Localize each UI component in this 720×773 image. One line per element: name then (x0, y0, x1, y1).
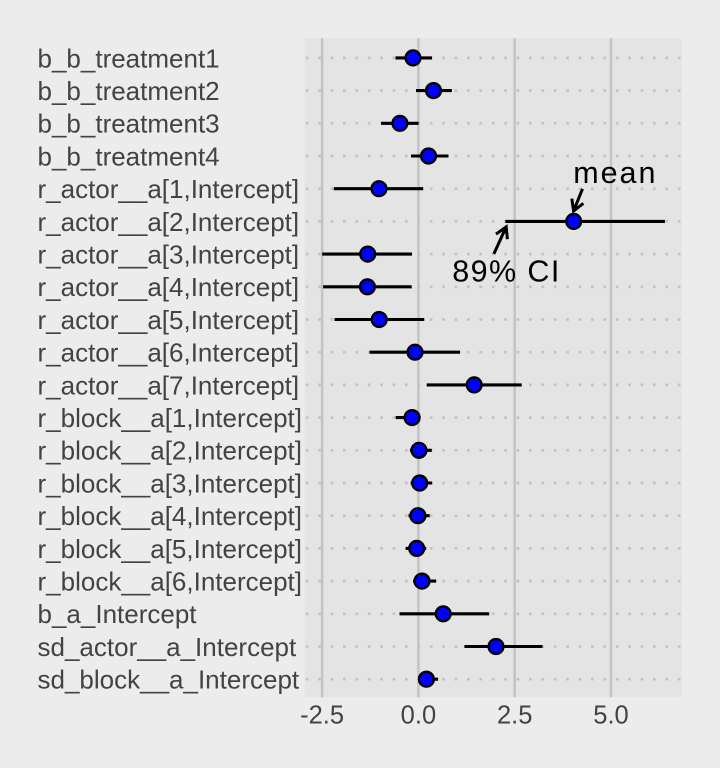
svg-text:b_b_treatment1: b_b_treatment1 (38, 43, 220, 73)
svg-text:r_block__a[5,Intercept]: r_block__a[5,Intercept] (38, 534, 303, 564)
svg-text:r_actor__a[7,Intercept]: r_actor__a[7,Intercept] (38, 370, 300, 400)
svg-text:r_actor__a[4,Intercept]: r_actor__a[4,Intercept] (38, 272, 300, 302)
svg-text:b_b_treatment2: b_b_treatment2 (38, 76, 220, 106)
svg-text:r_block__a[2,Intercept]: r_block__a[2,Intercept] (38, 436, 303, 466)
svg-text:r_actor__a[6,Intercept]: r_actor__a[6,Intercept] (38, 338, 300, 368)
svg-text:89% CI: 89% CI (452, 254, 560, 288)
svg-text:sd_block__a_Intercept: sd_block__a_Intercept (38, 665, 300, 695)
svg-text:r_block__a[4,Intercept]: r_block__a[4,Intercept] (38, 501, 303, 531)
svg-text:5.0: 5.0 (593, 702, 628, 730)
svg-text:r_actor__a[3,Intercept]: r_actor__a[3,Intercept] (38, 240, 300, 270)
svg-text:sd_actor__a_Intercept: sd_actor__a_Intercept (38, 632, 298, 662)
svg-text:b_b_treatment4: b_b_treatment4 (38, 141, 220, 171)
svg-text:b_b_treatment3: b_b_treatment3 (38, 109, 220, 139)
svg-text:r_block__a[1,Intercept]: r_block__a[1,Intercept] (38, 403, 303, 433)
svg-text:2.5: 2.5 (497, 702, 532, 730)
svg-text:r_actor__a[5,Intercept]: r_actor__a[5,Intercept] (38, 305, 300, 335)
svg-text:0.0: 0.0 (401, 702, 436, 730)
svg-text:r_actor__a[2,Intercept]: r_actor__a[2,Intercept] (38, 207, 300, 237)
svg-text:r_block__a[6,Intercept]: r_block__a[6,Intercept] (38, 567, 303, 597)
svg-text:r_actor__a[1,Intercept]: r_actor__a[1,Intercept] (38, 174, 300, 204)
svg-text:mean: mean (573, 156, 657, 190)
svg-text:-2.5: -2.5 (300, 702, 344, 730)
svg-text:r_block__a[3,Intercept]: r_block__a[3,Intercept] (38, 468, 303, 498)
svg-text:b_a_Intercept: b_a_Intercept (38, 599, 198, 629)
